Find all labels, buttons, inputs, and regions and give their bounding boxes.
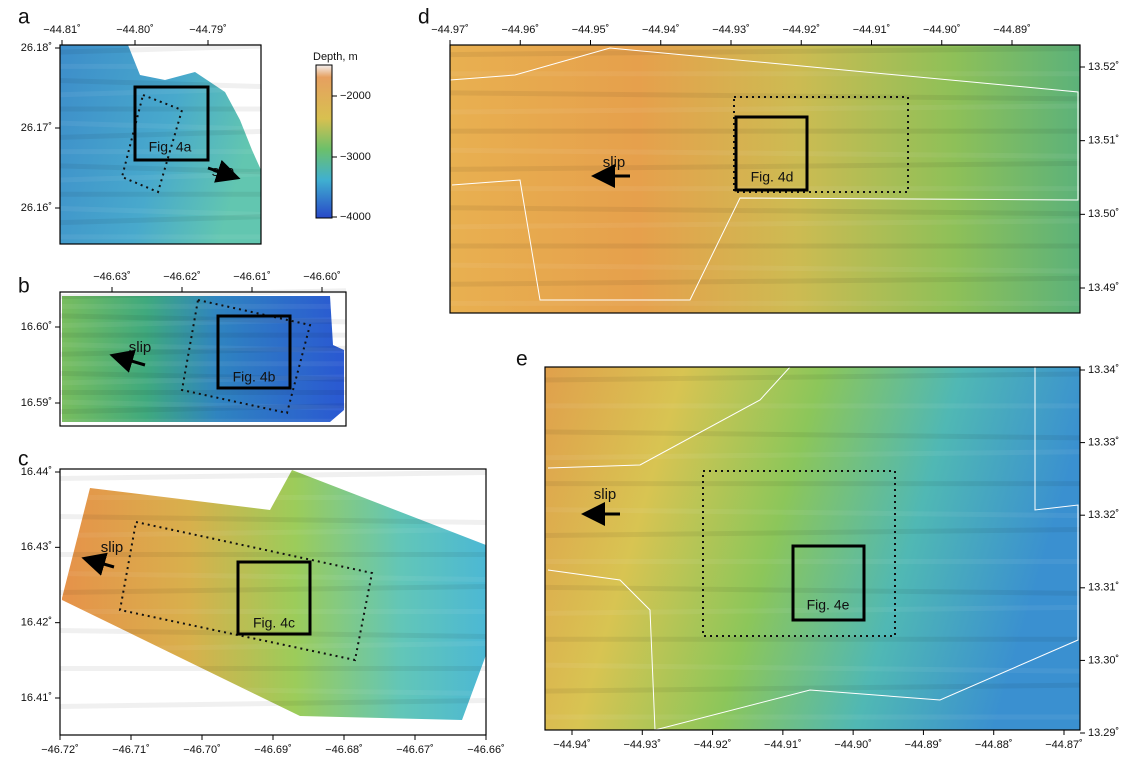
colorbar-tick-label: −4000	[340, 211, 371, 223]
panel-label: b	[18, 275, 30, 298]
x-tick-label: −46.67˚	[396, 744, 434, 756]
y-tick-label: 16.59˚	[21, 397, 52, 409]
x-tick-label: −46.60˚	[303, 271, 341, 283]
slip-label: slip	[603, 154, 626, 171]
y-tick-label: 13.33˚	[1088, 437, 1119, 449]
x-tick-label: −44.93˚	[623, 739, 661, 751]
x-tick-label: −44.92˚	[694, 739, 732, 751]
x-tick-label: −46.61˚	[233, 271, 271, 283]
y-tick-label: 16.44˚	[21, 466, 52, 478]
x-tick-label: −44.89˚	[993, 24, 1031, 36]
colorbar-tick-label: −2000	[340, 90, 371, 102]
panel-label: d	[418, 6, 430, 29]
map-panel: a −44.81˚ −44.80˚ −44.79˚ 26.18˚ 26.17˚ 26.16˚…	[18, 6, 261, 244]
y-tick-label: 13.31˚	[1088, 582, 1119, 594]
colorbar-scale	[316, 65, 332, 218]
x-tick-label: −44.79˚	[189, 24, 227, 36]
figure-box-label: Fig. 4c	[253, 615, 295, 631]
bathymetry	[545, 367, 1080, 730]
y-tick-label: 26.18˚	[21, 42, 52, 54]
bathymetry	[62, 470, 486, 720]
x-tick-label: −44.91˚	[764, 739, 802, 751]
figure-box-label: Fig. 4b	[233, 369, 276, 385]
x-tick-label: −44.94˚	[642, 24, 680, 36]
y-tick-label: 13.29˚	[1088, 727, 1119, 739]
x-tick-label: −46.71˚	[112, 744, 150, 756]
x-tick-label: −46.68˚	[325, 744, 363, 756]
colorbar: Depth, m	[313, 51, 358, 218]
y-tick-label: 13.34˚	[1088, 364, 1119, 376]
y-tick-label: 26.17˚	[21, 122, 52, 134]
y-tick-label: 13.50˚	[1088, 208, 1119, 220]
x-tick-label: −44.92˚	[782, 24, 820, 36]
y-tick-label: 13.52˚	[1088, 61, 1119, 73]
map-panel: d−44.97˚ −44.96˚ −44.95˚ −44.94˚ −44.93˚ −44.…	[418, 6, 1119, 313]
x-tick-label: −44.89˚	[905, 739, 943, 751]
panel-label: e	[516, 348, 528, 371]
relief-shade	[60, 473, 486, 479]
y-tick-label: 13.32˚	[1088, 509, 1119, 521]
y-tick-label: 16.42˚	[21, 617, 52, 629]
figure-box-label: Fig. 4e	[807, 597, 850, 613]
x-tick-label: −44.95˚	[572, 24, 610, 36]
slip-label: slip	[129, 339, 152, 356]
x-tick-label: −46.70˚	[183, 744, 221, 756]
colorbar-title: Depth, m	[313, 51, 358, 63]
x-tick-label: −44.96˚	[501, 24, 539, 36]
figure: Depth, m −2000 −3000 −4000 a −44.81˚ −44.80˚ −…	[0, 0, 1137, 760]
y-tick-label: 16.41˚	[21, 692, 52, 704]
y-tick-label: 16.43˚	[21, 541, 52, 553]
panel-label: a	[18, 6, 30, 29]
y-tick-label: 13.49˚	[1088, 282, 1119, 294]
y-tick-label: 13.51˚	[1088, 135, 1119, 147]
x-tick-label: −44.87˚	[1045, 739, 1083, 751]
x-tick-label: −46.72˚	[41, 744, 79, 756]
slip-label: slip	[594, 486, 617, 503]
figure-box-label: Fig. 4a	[149, 139, 192, 155]
x-tick-label: −44.97˚	[431, 24, 469, 36]
map-panel: b −46.63˚ −46.62˚ −46.61˚ −46.60˚ 16.60˚ 16.59…	[18, 271, 346, 426]
y-tick-label: 13.30˚	[1088, 654, 1119, 666]
figure-box-label: Fig. 4d	[751, 169, 794, 185]
x-tick-label: −44.81˚	[43, 24, 81, 36]
x-tick-label: −46.69˚	[254, 744, 292, 756]
x-tick-label: −44.91˚	[853, 24, 891, 36]
x-tick-label: −44.90˚	[923, 24, 961, 36]
x-tick-label: −44.88˚	[975, 739, 1013, 751]
colorbar-tick-label: −3000	[340, 151, 371, 163]
slip-label: slip	[101, 539, 124, 556]
map-panel: e −44.94˚ −44.93˚ −44.92˚ −44.91˚ −44.90˚ −44.…	[516, 348, 1119, 751]
x-tick-label: −44.93˚	[712, 24, 750, 36]
map-panel: c−46.72˚−46.71˚−46.70˚−46.69˚−46.68˚−46.…	[18, 448, 505, 756]
x-tick-label: −46.66˚	[467, 744, 505, 756]
x-tick-label: −44.80˚	[116, 24, 154, 36]
x-tick-label: −46.63˚	[93, 271, 131, 283]
x-tick-label: −44.90˚	[834, 739, 872, 751]
y-tick-label: 26.16˚	[21, 202, 52, 214]
x-tick-label: −46.62˚	[163, 271, 201, 283]
x-tick-label: −44.94˚	[553, 739, 591, 751]
y-tick-label: 16.60˚	[21, 321, 52, 333]
